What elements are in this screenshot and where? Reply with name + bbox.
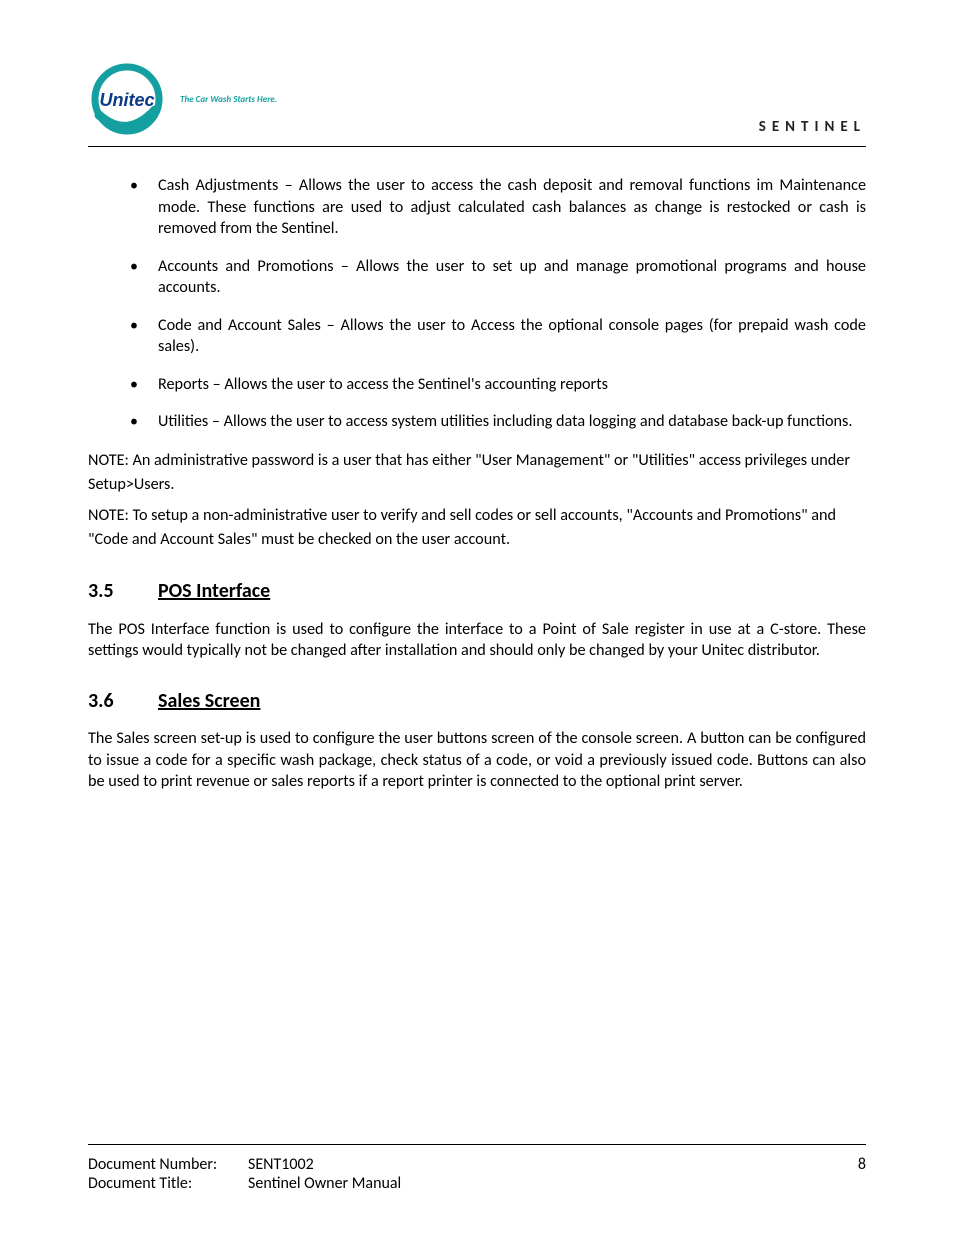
page-footer: Document Number:SENT1002 8 Document Titl… [88,1144,866,1193]
list-item: Accounts and Promotions – Allows the use… [158,256,866,299]
logo-text: Unitec [99,90,154,110]
list-item: Reports – Allows the user to access the … [158,374,866,396]
document-page: Unitec The Car Wash Starts Here. SENTINE… [0,0,954,1235]
logo-tagline: The Car Wash Starts Here. [180,94,277,105]
page-header: Unitec The Car Wash Starts Here. SENTINE… [88,60,866,147]
section-3-5: 3.5POS Interface The POS Interface funct… [88,578,866,662]
section-body: The Sales screen set-up is used to confi… [88,728,866,793]
unitec-logo: Unitec [88,60,166,138]
page-content: Cash Adjustments – Allows the user to ac… [88,175,866,793]
logo-block: Unitec The Car Wash Starts Here. [88,60,277,138]
note-text: NOTE: An administrative password is a us… [88,449,866,498]
list-item: Cash Adjustments – Allows the user to ac… [158,175,866,240]
doc-number-label: Document Number: [88,1155,248,1174]
section-title: Sales Screen [158,689,260,713]
doc-number-line: Document Number:SENT1002 [88,1155,314,1174]
section-title: POS Interface [158,579,270,603]
doc-number-value: SENT1002 [248,1155,314,1174]
list-item: Utilities – Allows the user to access sy… [158,411,866,433]
section-heading: 3.5POS Interface [88,578,866,605]
doc-title-value: Sentinel Owner Manual [248,1174,401,1193]
page-number: 8 [858,1155,866,1174]
footer-row: Document Number:SENT1002 8 [88,1155,866,1174]
section-number: 3.5 [88,578,158,605]
section-3-6: 3.6Sales Screen The Sales screen set-up … [88,688,866,793]
note-text: NOTE: To setup a non-administrative user… [88,504,866,553]
section-heading: 3.6Sales Screen [88,688,866,715]
section-body: The POS Interface function is used to co… [88,619,866,662]
section-number: 3.6 [88,688,158,715]
doc-title-line: Document Title:Sentinel Owner Manual [88,1174,866,1193]
doc-title-label: Document Title: [88,1174,248,1193]
product-name: SENTINEL [759,118,866,138]
bullet-list: Cash Adjustments – Allows the user to ac… [88,175,866,433]
list-item: Code and Account Sales – Allows the user… [158,315,866,358]
